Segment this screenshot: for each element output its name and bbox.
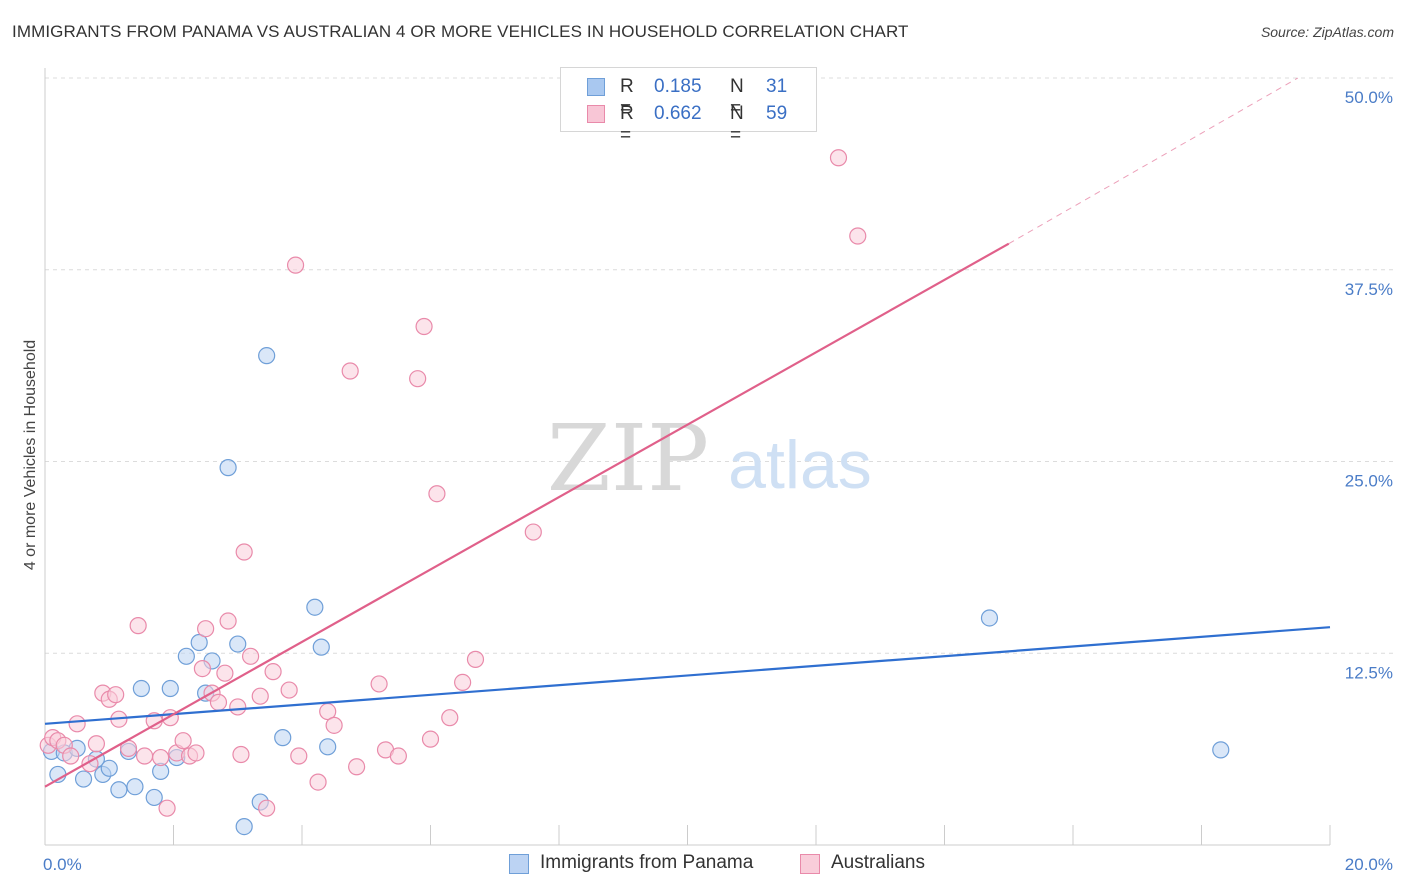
trend-lines (44, 77, 1331, 788)
point-panama (229, 635, 247, 653)
bottom-legend-label-australians: Australians (831, 852, 925, 873)
point-australians (290, 747, 308, 765)
point-panama (258, 347, 276, 365)
point-australians (107, 686, 125, 704)
trend-line-extension-australians (1008, 77, 1299, 245)
point-panama (235, 817, 253, 836)
point-australians (135, 747, 154, 765)
point-australians (193, 659, 212, 678)
point-panama (110, 781, 128, 799)
chart-title: IMMIGRANTS FROM PANAMA VS AUSTRALIAN 4 O… (12, 22, 909, 41)
legend-r-label: R = (620, 76, 634, 119)
point-australians (466, 650, 485, 668)
gridlines (45, 77, 1395, 654)
bottom-legend-label-panama: Immigrants from Panama (540, 852, 754, 873)
point-australians (174, 732, 192, 750)
y-tick-label: 37.5% (1345, 280, 1393, 299)
point-australians (152, 748, 170, 767)
source-label: Source: ZipAtlas.com (1260, 24, 1394, 40)
point-panama (1212, 741, 1230, 759)
point-australians (62, 747, 80, 765)
point-australians (158, 799, 176, 817)
point-australians (232, 745, 250, 764)
point-australians (309, 773, 327, 791)
point-australians (280, 681, 298, 699)
bottom-legend-swatch-australians (800, 854, 820, 874)
point-panama (312, 638, 330, 656)
legend-swatch-panama (587, 78, 605, 96)
y-tick-label: 50.0% (1345, 88, 1393, 107)
point-panama (126, 778, 144, 796)
trend-line-panama (44, 626, 1331, 725)
point-panama (161, 679, 179, 698)
point-australians (454, 673, 472, 691)
point-australians (409, 370, 427, 388)
x-tick-label: 0.0% (43, 855, 82, 874)
point-australians (258, 799, 276, 817)
axes (44, 68, 1331, 846)
point-australians (325, 716, 343, 734)
point-australians (219, 612, 237, 630)
point-australians (428, 485, 446, 503)
point-panama (980, 609, 999, 627)
point-australians (264, 663, 282, 681)
x-tick-label: 20.0% (1345, 855, 1393, 874)
point-panama (274, 729, 292, 747)
point-panama (190, 633, 208, 652)
legend-n-label: N = (730, 103, 744, 146)
bottom-legend-swatch-panama (509, 854, 529, 874)
data-points (39, 149, 1230, 836)
point-panama (100, 759, 118, 777)
point-australians (849, 227, 867, 245)
point-panama (145, 788, 163, 807)
point-australians (524, 523, 542, 541)
point-australians (235, 543, 253, 561)
legend-n-value: 59 (766, 103, 788, 124)
legend: R = 0.185 N = 31 R = 0.662 N = 59 (560, 67, 817, 146)
point-australians (348, 758, 366, 776)
point-australians (197, 620, 215, 638)
legend-n-label: N = (730, 76, 744, 119)
y-tick-label: 12.5% (1345, 663, 1393, 682)
point-australians (209, 693, 228, 711)
point-australians (68, 715, 86, 733)
legend-n-value: 31 (766, 76, 788, 97)
point-australians (87, 735, 106, 753)
legend-swatch-australians (587, 105, 605, 123)
tick-labels: 12.5% 25.0% 37.5% 50.0% 0.0% 20.0% (43, 88, 1393, 874)
point-panama (319, 738, 337, 756)
point-australians (421, 730, 440, 748)
point-panama (306, 598, 324, 616)
legend-r-label: R = (620, 103, 634, 146)
trend-line-australians (44, 242, 1010, 788)
point-australians (829, 149, 848, 167)
point-australians (389, 747, 407, 765)
point-panama (219, 459, 237, 477)
point-australians (129, 617, 147, 635)
point-panama (177, 647, 195, 665)
point-australians (441, 709, 459, 727)
point-australians (370, 675, 388, 693)
y-axis-label: 4 or more Vehicles in Household (22, 340, 39, 570)
point-australians (415, 317, 433, 336)
y-tick-label: 25.0% (1345, 472, 1393, 491)
point-australians (216, 664, 234, 682)
point-australians (187, 744, 205, 762)
watermark: ZIP atlas (547, 405, 872, 512)
point-australians (229, 698, 247, 716)
point-australians (341, 362, 359, 380)
legend-r-value: 0.185 (654, 76, 702, 97)
point-australians (242, 647, 260, 665)
point-australians (251, 687, 269, 705)
point-panama (132, 679, 150, 698)
point-australians (286, 256, 305, 274)
point-panama (74, 770, 93, 788)
watermark-atlas: atlas (728, 427, 872, 503)
legend-r-value: 0.662 (654, 103, 702, 124)
